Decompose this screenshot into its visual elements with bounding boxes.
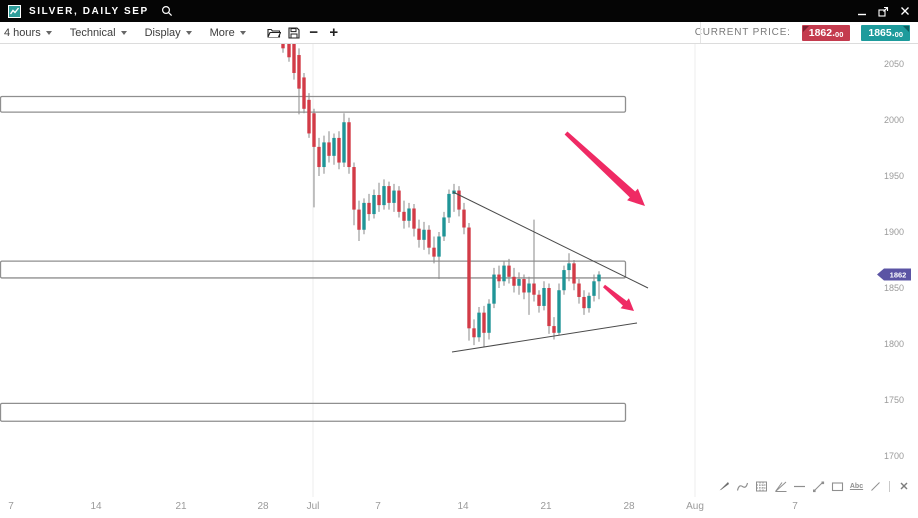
close-tools-icon[interactable]	[896, 479, 911, 494]
time-tick-label: Jul	[307, 501, 320, 512]
toolbar: 4 hours Technical Display More	[0, 22, 918, 44]
price-tick-label: 1850	[884, 283, 904, 293]
time-tick-label: 21	[175, 501, 187, 512]
fan-line-tool-icon[interactable]	[773, 479, 788, 494]
time-tick-label: 28	[257, 501, 269, 512]
price-axis-labels: 2050 2000 1950 1900 1850 1800 1750 1700	[884, 59, 904, 461]
interval-dropdown[interactable]: 4 hours	[4, 27, 52, 39]
svg-text:1862: 1862	[890, 270, 907, 279]
search-icon[interactable]	[161, 5, 173, 17]
price-tick-label: 1950	[884, 171, 904, 181]
time-tick-label: 7	[375, 501, 381, 512]
ask-price-badge: 1865. 00	[861, 24, 910, 41]
arrows-layer[interactable]	[564, 131, 645, 312]
time-tick-label: 28	[623, 501, 635, 512]
time-tick-label: 7	[8, 501, 14, 512]
trendline-tool-icon[interactable]	[811, 479, 826, 494]
display-dropdown-label: Display	[144, 26, 181, 39]
price-tick-label: 1750	[884, 395, 904, 405]
zoom-out-icon[interactable]: −	[309, 24, 319, 41]
drawing-toolbar-divider	[889, 480, 890, 492]
time-axis-labels: 7 14 21 28 Jul 7 14 21 28 Aug 7	[8, 501, 798, 512]
price-chart[interactable]: 2050 2000 1950 1900 1850 1800 1750 1700 7 14 21 28 J…	[0, 44, 918, 518]
price-tick-label: 2050	[884, 59, 904, 69]
technical-dropdown-label: Technical	[69, 26, 116, 39]
ask-price-int: 1865.	[868, 26, 895, 39]
bid-price-badge: 1862. 00	[801, 24, 851, 41]
price-tick-label: 1800	[884, 339, 904, 349]
time-tick-label: 14	[90, 501, 102, 512]
bid-price-dec: 00	[835, 29, 844, 39]
rectangle-tool-icon[interactable]	[830, 479, 845, 494]
chevron-down-icon	[120, 30, 127, 35]
display-dropdown[interactable]: Display	[145, 27, 192, 39]
chevron-down-icon	[239, 30, 246, 35]
title-bar: SILVER, DAILY SEP	[0, 0, 918, 22]
toolbar-separator	[700, 22, 701, 43]
time-tick-label: 7	[792, 501, 798, 512]
trendlines-layer[interactable]	[451, 191, 649, 353]
interval-dropdown-label: 4 hours	[4, 26, 41, 39]
horizontal-line-tool-icon[interactable]	[792, 479, 807, 494]
close-icon[interactable]	[900, 6, 910, 16]
line-tool-icon[interactable]	[868, 479, 883, 494]
restore-icon[interactable]	[878, 6, 889, 17]
time-tick-label: Aug	[686, 501, 704, 512]
bid-price-int: 1862.	[808, 26, 836, 39]
price-tick-label: 1700	[884, 451, 904, 461]
text-tool-icon[interactable]: Abc	[849, 482, 864, 490]
technical-dropdown[interactable]: Technical	[70, 27, 127, 39]
pencil-tool-icon[interactable]	[716, 479, 731, 494]
zone-rectangles[interactable]	[0, 95, 627, 422]
folder-open-icon[interactable]	[264, 23, 284, 43]
ask-price-dec: 00	[894, 29, 903, 39]
current-price-area: CURRENT PRICE: 1862. 00 1865. 00	[694, 24, 910, 41]
save-icon[interactable]	[284, 23, 304, 43]
current-price-label: CURRENT PRICE:	[694, 27, 791, 38]
price-tick-label: 1900	[884, 227, 904, 237]
more-dropdown[interactable]: More	[210, 27, 246, 39]
window-controls	[857, 6, 912, 17]
grid-tool-icon[interactable]	[754, 479, 769, 494]
candles-layer	[281, 44, 601, 348]
drawing-toolbar: Abc	[716, 478, 911, 494]
minimize-icon[interactable]	[857, 6, 867, 16]
chevron-down-icon	[185, 30, 192, 35]
price-tick-label: 2000	[884, 115, 904, 125]
curve-tool-icon[interactable]	[735, 479, 750, 494]
more-dropdown-label: More	[209, 26, 235, 39]
window-title: SILVER, DAILY SEP	[29, 5, 149, 17]
time-tick-label: 14	[457, 501, 469, 512]
zoom-in-icon[interactable]: +	[329, 24, 339, 41]
logo-icon	[8, 4, 21, 18]
chevron-down-icon	[45, 30, 52, 35]
chart-area: 2050 2000 1950 1900 1850 1800 1750 1700 7 14 21 28 J…	[0, 44, 918, 518]
last-price-badge: 1862	[877, 268, 911, 281]
time-tick-label: 21	[540, 501, 552, 512]
